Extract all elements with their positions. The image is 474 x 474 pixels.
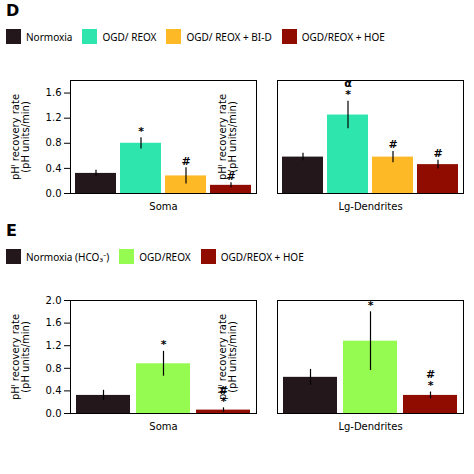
html-text:Normoxia (HCO₃⁻): Normoxia (HCO₃⁻) — [26, 249, 110, 264]
svg-text:1.6: 1.6 — [46, 87, 62, 98]
svg-text:*: * — [138, 125, 144, 138]
svg-text:pHᴵ recovery rate(pH units/min: pHᴵ recovery rate(pH units/min) — [217, 94, 238, 180]
svg-text:#: # — [388, 138, 397, 151]
svg-text:1.2: 1.2 — [46, 112, 62, 123]
svg-text:Lg-Dendrites: Lg-Dendrites — [338, 201, 402, 212]
svg-text:0.4: 0.4 — [46, 385, 62, 396]
svg-text:pHᴵ recovery rate(pH units/min: pHᴵ recovery rate(pH units/min) — [10, 94, 31, 180]
svg-text:0.8: 0.8 — [46, 137, 62, 148]
svg-text:Soma: Soma — [149, 201, 177, 212]
html-text:Normoxia: Normoxia — [26, 29, 73, 44]
svg-text:#: # — [181, 155, 190, 168]
html-text:α: α — [344, 77, 352, 91]
html-text:OGD/ REOX + BI-D: OGD/ REOX + BI-D — [186, 29, 272, 44]
svg-text:2.0: 2.0 — [46, 295, 62, 306]
svg-text:Lg-Dendrites: Lg-Dendrites — [338, 421, 402, 432]
html-text:E: E — [6, 221, 17, 240]
svg-text:#: # — [433, 147, 442, 160]
svg-text:1.2: 1.2 — [46, 340, 62, 351]
html-text:OGD/ REOX: OGD/ REOX — [102, 29, 157, 44]
html-text:OGD/REOX + HOE: OGD/REOX + HOE — [220, 249, 304, 264]
html-text:OGD/REOX: OGD/REOX — [139, 249, 191, 264]
html-text:OGD/REOX + HOE: OGD/REOX + HOE — [301, 29, 385, 44]
svg-text:0.4: 0.4 — [46, 163, 62, 174]
svg-text:Soma: Soma — [149, 421, 177, 432]
svg-text:#*: #* — [426, 368, 435, 392]
svg-text:0.8: 0.8 — [46, 363, 62, 374]
svg-text:0.0: 0.0 — [46, 188, 62, 199]
svg-text:*: * — [161, 338, 167, 351]
svg-text:1.6: 1.6 — [46, 317, 62, 328]
svg-text:pHᴵ recovery rate(pH units/min: pHᴵ recovery rate(pH units/min) — [10, 314, 31, 400]
svg-text:pHᴵ recovery rate(pH units/min: pHᴵ recovery rate(pH units/min) — [217, 314, 238, 400]
svg-text:0.0: 0.0 — [46, 408, 62, 419]
html-text:D: D — [6, 1, 20, 20]
